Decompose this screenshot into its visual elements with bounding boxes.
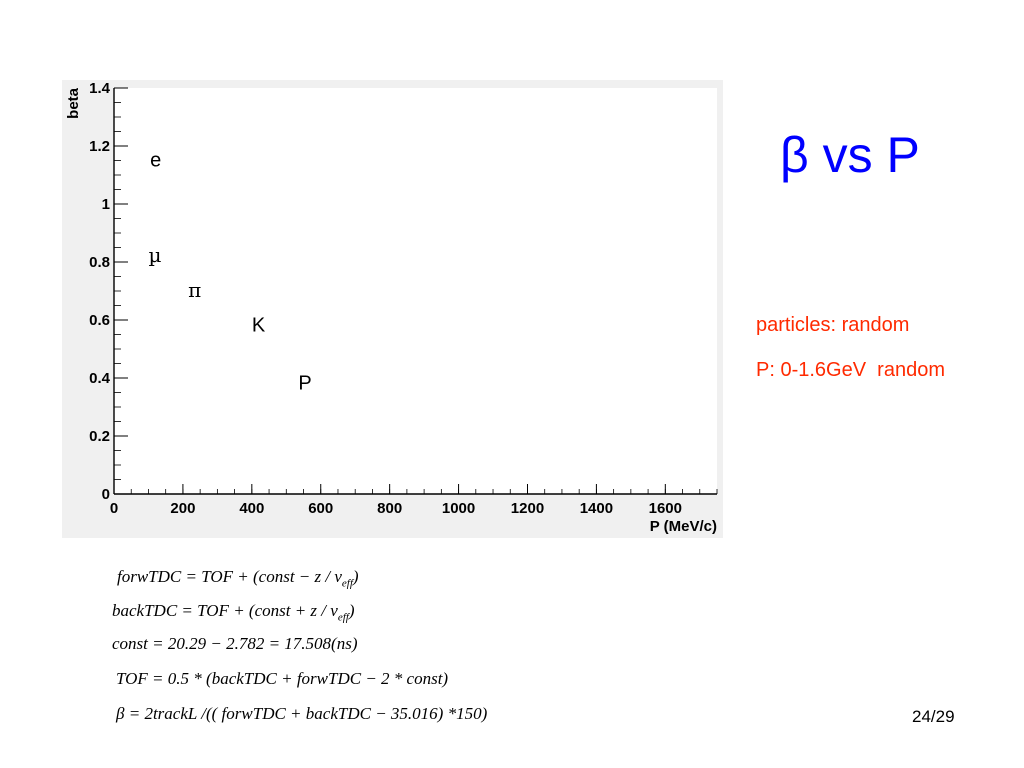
scatter-plot: 0 200 400 600 800 1000 1200 1400 1600 0 0.2 0.4 0.6 0… — [62, 80, 723, 538]
y-tick-label: 0 — [102, 486, 110, 503]
x-tick-label: 1400 — [580, 500, 613, 517]
particle-labels: e µ π K P — [148, 149, 311, 394]
y-tick-label: 0.6 — [89, 312, 110, 329]
y-tick-label: 0.8 — [89, 254, 110, 271]
page-number: 24/29 — [912, 707, 955, 726]
y-tick-label: 1.4 — [89, 80, 111, 97]
y-tick-label: 1.2 — [89, 138, 110, 155]
x-tick-label: 800 — [377, 500, 402, 517]
particle-label: K — [252, 315, 266, 337]
slide-title: β vs P — [780, 127, 920, 183]
particle-label: π — [188, 278, 201, 302]
particle-label: P — [298, 373, 311, 395]
x-axis-title: P (MeV/c) — [650, 518, 717, 535]
y-tick-label: 1 — [102, 196, 110, 213]
particle-label: e — [150, 149, 161, 171]
x-tick-label: 600 — [308, 500, 333, 517]
x-tick-label: 0 — [110, 500, 118, 517]
particle-label: µ — [148, 243, 161, 267]
x-tick-label: 1600 — [649, 500, 682, 517]
formula-forw-tdc: forwTDC = TOF + (const − z / veff) — [117, 567, 359, 590]
formula-back-tdc: backTDC = TOF + (const + z / veff) — [112, 601, 355, 624]
formula-beta: β = 2trackL /(( forwTDC + backTDC − 35.0… — [116, 704, 488, 723]
x-tick-label: 1000 — [442, 500, 475, 517]
plot-area — [114, 88, 717, 494]
y-axis-title: beta — [65, 87, 82, 119]
scatter-plot-svg: 0 200 400 600 800 1000 1200 1400 1600 0 0.2 0.4 0.6 0… — [65, 80, 718, 535]
y-tick-label: 0.2 — [89, 428, 110, 445]
plot-axes: 0 200 400 600 800 1000 1200 1400 1600 0 0.2 0.4 0.6 0… — [65, 80, 718, 535]
y-tick-label: 0.4 — [89, 370, 111, 387]
formula-tof: TOF = 0.5 * (backTDC + forwTDC − 2 * con… — [116, 669, 449, 688]
info-particles: particles: random — [756, 314, 910, 336]
x-tick-label: 400 — [239, 500, 264, 517]
formula-const: const = 20.29 − 2.782 = 17.508(ns) — [112, 634, 358, 653]
x-tick-label: 1200 — [511, 500, 544, 517]
info-momentum: P: 0-1.6GeV random — [756, 359, 945, 381]
x-tick-label: 200 — [170, 500, 195, 517]
